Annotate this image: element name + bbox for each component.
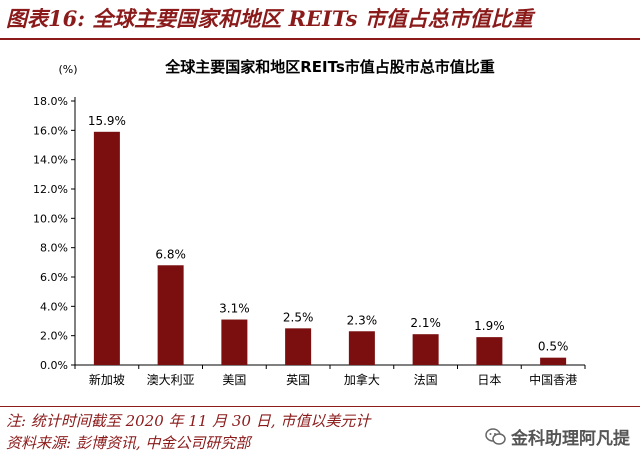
y-tick-label: 18.0% xyxy=(33,95,68,108)
x-tick-label: 中国香港 xyxy=(529,372,577,387)
data-label: 0.5% xyxy=(538,340,569,354)
bar xyxy=(540,357,567,365)
y-tick-label: 6.0% xyxy=(40,271,68,284)
data-label: 2.5% xyxy=(283,310,314,324)
bar xyxy=(157,265,184,365)
x-tick-label: 澳大利亚 xyxy=(147,373,195,387)
watermark: 金科助理阿凡提 xyxy=(485,424,630,449)
figure-title: 图表16: 全球主要国家和地区 REITs 市值占总市值比重 xyxy=(6,6,533,31)
data-labels: 15.9% 6.8% 3.1% 2.5% 2.3% 2.1% 1.9% 0.5% xyxy=(88,114,569,354)
bar-chart: 全球主要国家和地区REITs市值占股市总市值比重 (%) 0.0% 2.0% 4.0… xyxy=(33,58,586,387)
y-tick-label: 8.0% xyxy=(40,242,68,255)
bars xyxy=(93,131,567,365)
y-tick-label: 4.0% xyxy=(40,300,68,313)
x-tick-label: 日本 xyxy=(477,373,501,387)
chart-title: 全球主要国家和地区REITs市值占股市总市值比重 xyxy=(164,58,495,76)
data-label: 2.3% xyxy=(347,313,378,327)
bar xyxy=(93,131,120,365)
source-note: 资料来源: 彭博资讯, 中金公司研究部 xyxy=(6,434,251,452)
watermark-text: 金科助理阿凡提 xyxy=(511,429,630,449)
data-label: 3.1% xyxy=(219,302,250,316)
y-tick-label: 0.0% xyxy=(40,359,68,372)
x-axis: 新加坡 澳大利亚 美国 英国 加拿大 法国 日本 中国香港 xyxy=(74,364,586,387)
y-tick-label: 14.0% xyxy=(33,154,68,167)
y-tick-label: 10.0% xyxy=(33,212,68,225)
x-tick-label: 加拿大 xyxy=(344,372,380,387)
data-label: 15.9% xyxy=(88,114,126,128)
bar xyxy=(476,337,503,365)
data-label: 2.1% xyxy=(410,316,441,330)
footnote: 注: 统计时间截至 2020 年 11 月 30 日, 市值以美元计 xyxy=(6,412,371,430)
y-tick-label: 2.0% xyxy=(40,330,68,343)
bar xyxy=(348,331,375,365)
title-divider xyxy=(0,38,640,40)
y-tick-label: 16.0% xyxy=(33,124,68,137)
x-tick-label: 美国 xyxy=(222,373,246,387)
bar xyxy=(285,328,312,365)
y-tick-label: 12.0% xyxy=(33,183,68,196)
wechat-icon xyxy=(485,427,506,445)
x-tick-label: 英国 xyxy=(286,373,310,387)
footer-divider xyxy=(0,406,640,407)
data-label: 1.9% xyxy=(474,319,505,333)
data-label: 6.8% xyxy=(155,247,186,261)
bar xyxy=(412,334,439,365)
y-axis-unit-label: (%) xyxy=(58,63,77,76)
bar xyxy=(221,319,248,365)
y-axis: 0.0% 2.0% 4.0% 6.0% 8.0% 10.0% 12.0% 14.0% 16.0%… xyxy=(33,95,76,372)
x-tick-label: 法国 xyxy=(414,373,438,387)
x-tick-label: 新加坡 xyxy=(89,372,125,387)
